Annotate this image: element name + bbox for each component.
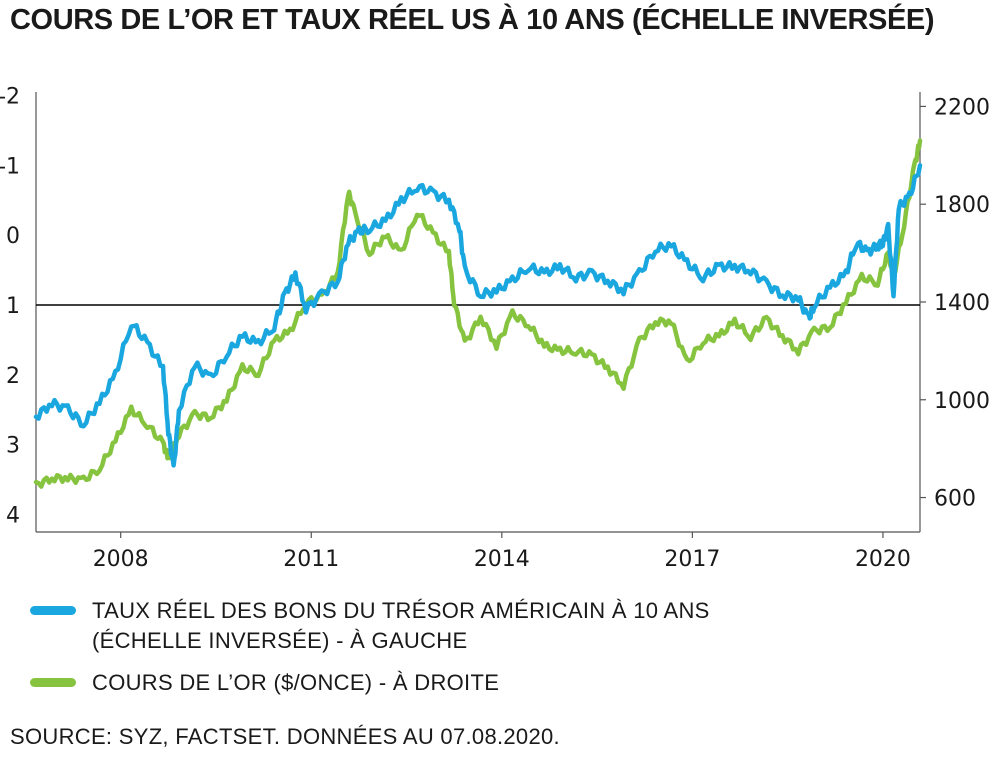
left-tick-label: 1	[6, 294, 20, 319]
right-tick-label: 2200	[934, 95, 990, 120]
left-tick-label: 2	[6, 364, 20, 389]
x-tick-label: 2011	[283, 547, 339, 572]
series-line-real-rate	[33, 163, 923, 468]
left-tick-label: 4	[6, 504, 20, 529]
right-axis-ticks: 2200 1800 1400 1000 600	[920, 95, 990, 512]
right-tick-label: 600	[934, 487, 976, 512]
x-tick-label: 2008	[93, 547, 149, 572]
right-tick-label: 1000	[934, 389, 990, 414]
left-axis-ticks: -2 -1 0 1 2 3 4	[0, 84, 20, 528]
x-tick-label: 2014	[474, 547, 530, 572]
axes	[35, 92, 921, 533]
left-tick-label: -2	[0, 84, 20, 109]
chart-title: COURS DE L’OR ET TAUX RÉEL US À 10 ANS (…	[10, 4, 935, 36]
legend-label-gold: COURS DE L’OR ($/ONCE) - À DROITE	[92, 670, 500, 695]
x-axis-ticks: 2008 2011 2014 2017 2020	[93, 532, 911, 572]
series-line-gold	[33, 138, 923, 489]
left-tick-label: 3	[6, 434, 20, 459]
legend-item-gold: COURS DE L’OR ($/ONCE) - À DROITE	[30, 668, 499, 698]
x-tick-label: 2017	[664, 547, 720, 572]
left-tick-label: 0	[6, 224, 20, 249]
legend-swatch-gold	[30, 678, 76, 687]
legend-swatch-real-rate	[30, 606, 76, 615]
x-tick-label: 2020	[855, 547, 911, 572]
source-note: SOURCE: SYZ, FACTSET. DONNÉES AU 07.08.2…	[10, 724, 560, 749]
legend-label-real-rate: TAUX RÉEL DES BONS DU TRÉSOR AMÉRICAIN À…	[92, 598, 710, 653]
left-tick-label: -1	[0, 154, 20, 179]
legend-item-real-rate: TAUX RÉEL DES BONS DU TRÉSOR AMÉRICAIN À…	[30, 596, 710, 656]
series-lines	[33, 138, 923, 489]
right-tick-label: 1800	[934, 193, 990, 218]
right-tick-label: 1400	[934, 291, 990, 316]
